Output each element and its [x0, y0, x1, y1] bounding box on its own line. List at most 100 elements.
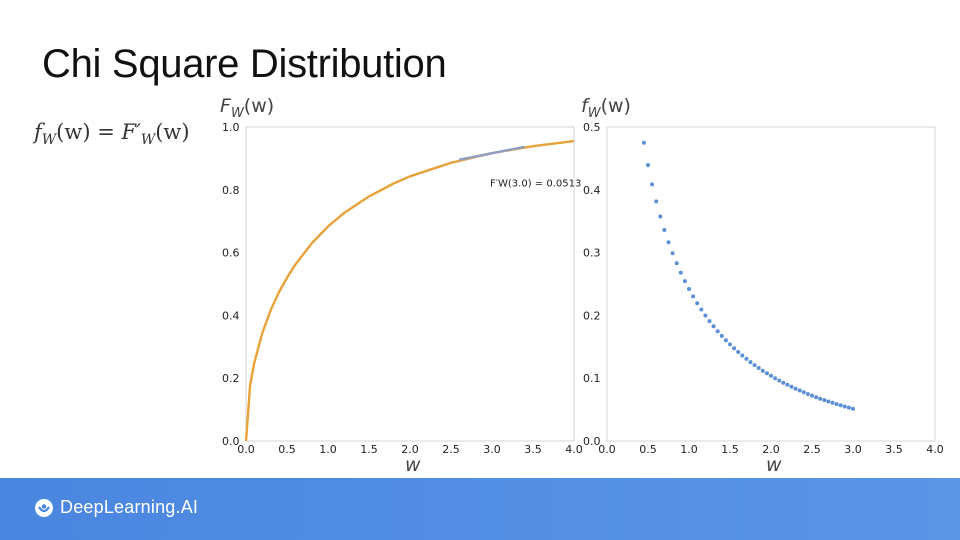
y-tick-label: 0.6: [222, 247, 240, 260]
pdf-point: [822, 398, 827, 403]
y-tick-label: 0.4: [583, 184, 601, 197]
y-tick-label: 0.1: [583, 372, 601, 385]
x-tick-label: 0.5: [278, 443, 296, 456]
footer-bar: DeepLearning.AI: [0, 478, 960, 540]
pdf-point: [695, 301, 700, 306]
x-tick-label: 2.0: [762, 443, 780, 456]
y-tick-label: 0.3: [583, 247, 601, 260]
x-axis-label: w: [405, 454, 421, 476]
pdf-point: [699, 307, 704, 312]
pdf-point: [650, 182, 655, 187]
pdf-point: [740, 353, 745, 358]
pdf-point: [810, 393, 814, 398]
brand-name: DeepLearning.AI: [60, 497, 199, 517]
pdf-point: [682, 279, 687, 284]
deeplearning-logo-icon: [35, 498, 53, 517]
pdf-point: [719, 333, 724, 338]
pdf-point: [752, 363, 757, 368]
formula-rhs: F′: [121, 120, 141, 144]
pdf-point: [838, 403, 843, 408]
y-tick-label: 0.2: [222, 372, 240, 385]
x-tick-label: 0.5: [639, 443, 657, 456]
pdf-point: [797, 388, 802, 393]
pdf-point: [715, 329, 720, 334]
y-tick-label: 0.0: [583, 435, 601, 448]
cdf-curve: [244, 139, 575, 442]
x-tick-label: 4.0: [926, 443, 944, 456]
density-formula: fW(w) = F′W(w): [34, 120, 190, 148]
pdf-point: [707, 319, 712, 324]
pdf-point: [769, 373, 773, 378]
pdf-point: [666, 240, 671, 245]
pdf-point: [703, 313, 708, 318]
pdf-point: [785, 382, 790, 387]
y-tick-label: 0.0: [222, 435, 240, 448]
pdf-point: [678, 270, 683, 275]
pdf-point: [793, 386, 798, 391]
y-tick-label: 0.4: [222, 309, 240, 322]
pdf-point: [777, 378, 782, 383]
pdf-point: [641, 140, 646, 145]
pdf-point: [674, 261, 679, 266]
tangent-line: [458, 145, 526, 161]
brand: DeepLearning.AI: [34, 497, 198, 518]
pdf-point: [756, 366, 761, 370]
pdf-point: [773, 376, 778, 381]
pdf-point: [728, 342, 732, 347]
x-tick-label: 2.0: [401, 443, 419, 456]
pdf-point: [744, 356, 749, 361]
pdf-point: [748, 360, 753, 365]
pdf-point: [830, 400, 835, 405]
x-tick-label: 1.0: [680, 443, 698, 456]
pdf-point: [842, 404, 847, 409]
x-tick-label: 3.0: [844, 443, 862, 456]
x-tick-label: 1.0: [319, 443, 337, 456]
x-tick-label: 0.0: [237, 443, 255, 456]
pdf-point: [826, 399, 831, 404]
pdf-point: [687, 287, 691, 291]
pdf-point: [654, 199, 659, 204]
plot-area-1: [245, 126, 575, 442]
tangent-annotation: F′W(3.0) = 0.0513: [490, 179, 581, 190]
pdf-point: [662, 228, 667, 232]
y-tick-label: 1.0: [222, 121, 240, 134]
pdf-point: [805, 392, 810, 396]
pdf-point: [723, 338, 728, 343]
pdf-point: [691, 294, 696, 299]
x-tick-label: 3.5: [524, 443, 542, 456]
pdf-point: [801, 390, 806, 395]
x-tick-label: 3.0: [483, 443, 501, 456]
pdf-point: [736, 350, 741, 354]
pdf-point: [646, 163, 650, 168]
pdf-point: [711, 324, 716, 329]
y-tick-label: 0.2: [583, 309, 601, 322]
pdf-point: [814, 395, 819, 400]
x-tick-label: 1.5: [360, 443, 378, 456]
x-tick-label: 3.5: [885, 443, 903, 456]
formula-lhs-sub: W: [41, 132, 57, 149]
formula-eq: =: [90, 120, 122, 144]
x-axis-label: w: [766, 454, 782, 476]
slide-title: Chi Square Distribution: [42, 42, 447, 86]
x-tick-label: 4.0: [565, 443, 583, 456]
x-tick-label: 2.5: [442, 443, 460, 456]
pdf-point: [732, 346, 737, 351]
formula-rhs-arg: (w): [155, 120, 190, 144]
y-tick-label: 0.8: [222, 184, 240, 197]
pdf-point: [789, 384, 794, 389]
pdf-point: [760, 368, 765, 373]
formula-rhs-sub: W: [140, 132, 156, 149]
pdf-point: [764, 371, 769, 376]
x-tick-label: 0.0: [598, 443, 616, 456]
pdf-point: [781, 380, 786, 385]
pdf-point: [846, 405, 851, 410]
x-tick-label: 1.5: [721, 443, 739, 456]
pdf-point: [670, 251, 675, 256]
formula-arg: (w): [56, 120, 91, 144]
plot-area-2: [606, 126, 936, 442]
x-tick-label: 2.5: [803, 443, 821, 456]
y-axis-label: fW(w): [581, 95, 631, 121]
pdf-point: [818, 396, 823, 401]
formula-lhs: f: [34, 120, 42, 144]
y-tick-label: 0.5: [583, 121, 601, 134]
